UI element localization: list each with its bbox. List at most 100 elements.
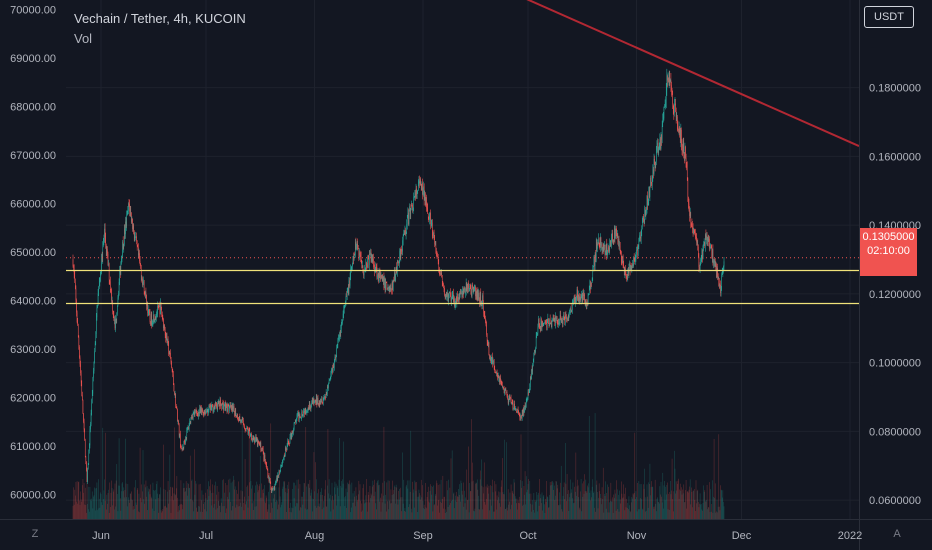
volume-bar [116, 464, 118, 519]
volume-bar [373, 484, 374, 519]
volume-bar [385, 511, 387, 519]
volume-bar [555, 495, 556, 519]
volume-bar [341, 487, 343, 519]
candle-body [365, 268, 366, 269]
volume-bar [684, 502, 685, 519]
candle-body [526, 400, 527, 406]
downtrend-line [526, 0, 860, 147]
trend-line[interactable] [486, 0, 860, 147]
candle-body [448, 294, 449, 302]
volume-bar [196, 507, 197, 519]
volume-bar [386, 482, 388, 519]
volume-bar [168, 503, 169, 519]
volume-bar [355, 487, 357, 519]
volume-bar [240, 502, 241, 519]
candle-body [263, 451, 264, 459]
volume-bar [426, 508, 427, 519]
symbol-title[interactable]: Vechain / Tether, 4h, KUCOIN [74, 11, 246, 26]
candle-body [673, 104, 674, 112]
volume-bar [630, 502, 632, 519]
volume-indicator-label[interactable]: Vol [74, 31, 93, 46]
candle-body [136, 236, 137, 242]
candle-body [370, 252, 372, 262]
volume-bar [667, 482, 668, 519]
candle-body [298, 413, 299, 420]
left-price-axis[interactable]: 60000.0061000.0062000.0063000.0064000.00… [10, 5, 56, 502]
candle-body [493, 360, 495, 370]
volume-bar [500, 506, 501, 519]
candle-body [255, 436, 257, 441]
volume-bar [126, 497, 127, 519]
volume-bar [481, 459, 482, 519]
candle-body [272, 488, 273, 491]
left-tick-label: 61000.00 [10, 441, 56, 453]
candle-body [661, 125, 663, 140]
candle-body [198, 412, 200, 414]
candle-body [627, 268, 628, 279]
candle-body [228, 405, 229, 411]
volume-bar [260, 497, 262, 519]
volume-bar [563, 482, 565, 519]
candle-body [331, 369, 332, 374]
volume-bar [469, 482, 470, 519]
volume-bar [371, 486, 373, 519]
candle-body [320, 400, 321, 404]
volume-bar [461, 490, 463, 519]
volume-bar [412, 492, 414, 519]
volume-bar [307, 483, 309, 519]
candle-body [632, 264, 633, 269]
volume-bar [212, 484, 213, 519]
candle-body [145, 292, 146, 296]
volume-bar [128, 499, 130, 519]
volume-bar [142, 450, 144, 519]
volume-bar [654, 479, 656, 519]
volume-bar [157, 493, 158, 519]
candle-body [594, 253, 596, 266]
volume-bar [321, 488, 322, 519]
volume-bar [175, 495, 176, 519]
candle-body [289, 443, 290, 445]
volume-bar [678, 498, 680, 519]
volume-bar [573, 502, 575, 519]
candle-body [209, 404, 211, 407]
candle-body [363, 271, 365, 276]
candle-body [303, 410, 305, 412]
candle-body [356, 248, 357, 250]
volume-bar [444, 512, 446, 519]
candle-body [537, 332, 538, 334]
candle-body [114, 319, 116, 329]
candle-body [404, 233, 405, 235]
volume-bar [144, 503, 146, 519]
volume-bar [586, 492, 588, 519]
volume-bar [257, 492, 259, 519]
volume-bar [453, 492, 455, 519]
volume-bar [201, 500, 202, 519]
volume-bar [387, 480, 389, 519]
volume-bar [408, 480, 410, 519]
candle-body [212, 404, 213, 406]
candle-body [299, 414, 301, 417]
candle-body [683, 140, 684, 156]
candle-body [434, 235, 435, 244]
candle-body [110, 289, 112, 290]
candle-body [429, 213, 431, 215]
candle-body [114, 319, 115, 321]
candle-body [609, 243, 610, 252]
time-axis[interactable]: Jun Jul Aug Sep Oct Nov Dec 2022 [92, 530, 862, 542]
auto-scale-button[interactable]: A [893, 528, 901, 540]
candle-body [314, 401, 315, 404]
candle-body [117, 297, 119, 306]
support-levels[interactable] [66, 257, 859, 305]
currency-badge[interactable]: USDT [864, 6, 914, 28]
candle-body [286, 449, 287, 451]
volume-bar [654, 506, 655, 519]
volume-bar [341, 481, 342, 519]
candle-body [301, 412, 302, 418]
zoom-button[interactable]: Z [31, 528, 39, 540]
volume-bar [397, 504, 399, 519]
volume-bar [478, 495, 479, 519]
candle-body [352, 256, 354, 265]
candle-body [520, 416, 522, 419]
candle-body [449, 292, 450, 295]
